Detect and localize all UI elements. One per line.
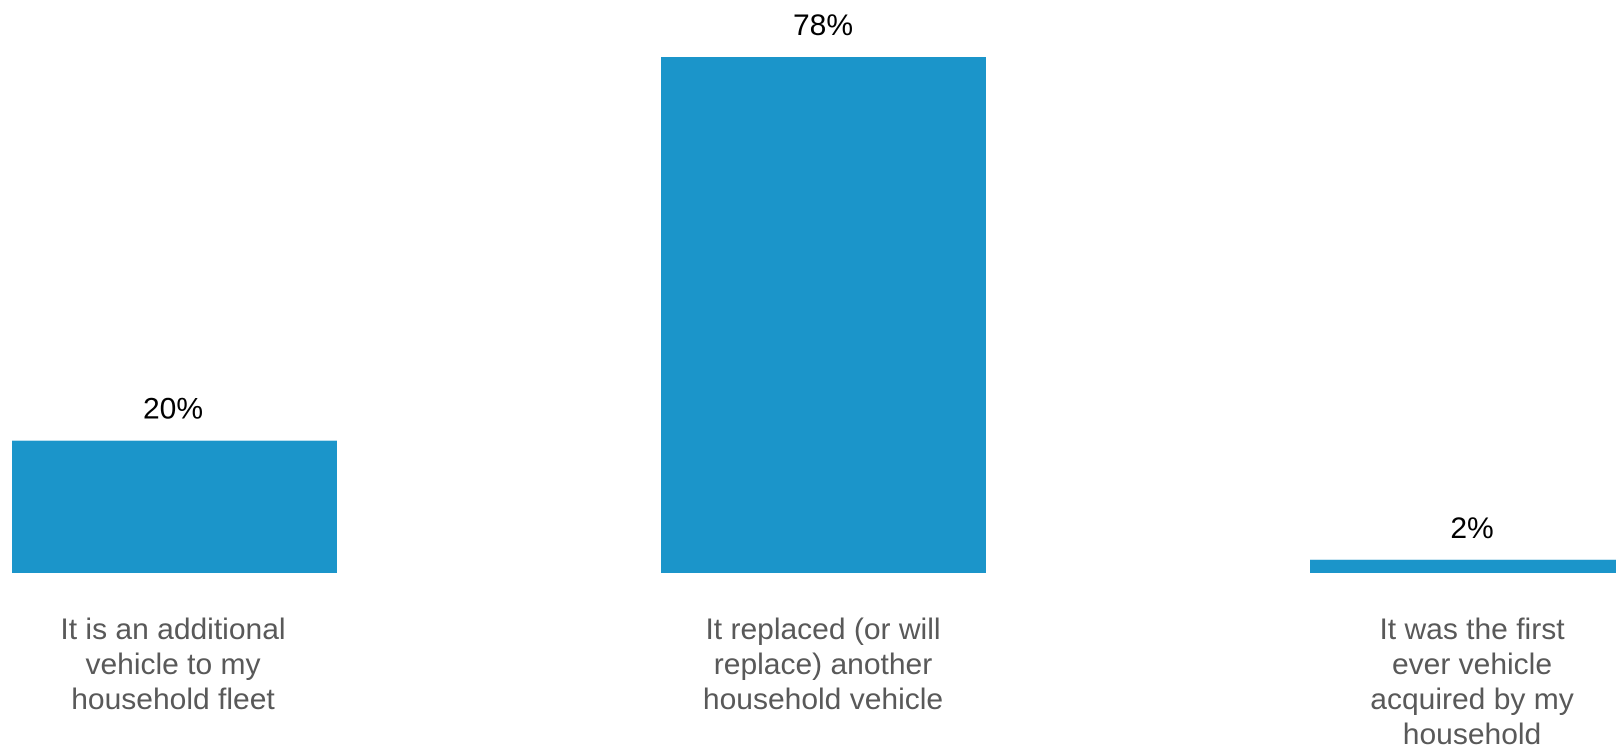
bar-3 — [1310, 559, 1616, 573]
bar-2 — [661, 57, 986, 573]
data-label-1: 20% — [143, 393, 203, 426]
category-label-3: It was the first ever vehicle acquired b… — [1370, 613, 1574, 751]
bar-1 — [12, 440, 337, 573]
category-label-2: It replaced (or will replace) another ho… — [702, 613, 944, 716]
data-label-2: 78% — [793, 9, 853, 42]
category-label-1: It is an additional vehicle to my househ… — [60, 613, 286, 716]
data-label-3: 2% — [1450, 512, 1493, 545]
